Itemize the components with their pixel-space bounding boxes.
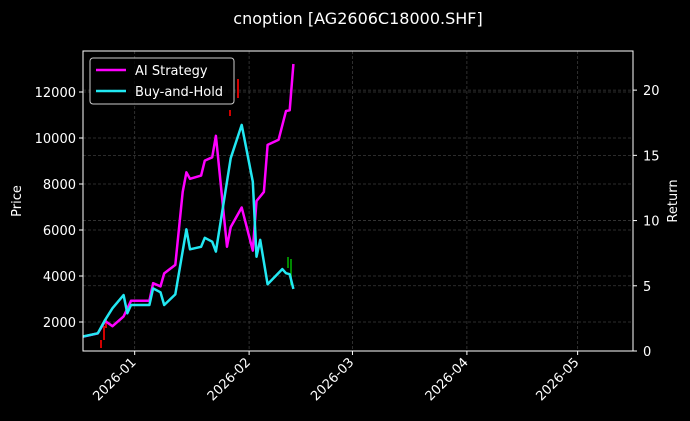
x-tick-label: 2026-05 [533,355,582,404]
y-axis-right-title: Return [666,179,681,222]
x-tick-label: 2026-01 [90,355,139,404]
y-tick-label-right: 5 [643,280,651,295]
x-tick-label: 2026-03 [308,355,357,404]
legend: AI Strategy Buy-and-Hold [89,57,235,105]
y-tick-label-right: 20 [643,84,660,99]
y-tick-label-left: 6000 [43,224,76,239]
y-tick-label-left: 8000 [43,178,76,193]
series-line-buy-and-hold [82,123,295,338]
x-axis: 2026-01 2026-02 2026-03 2026-04 2026-05 [90,351,582,404]
x-tick-label: 2026-02 [205,355,254,404]
chart-title: cnoption [AG2606C18000.SHF] [233,9,482,28]
y-tick-label-right: 0 [643,345,651,360]
series-lines [82,63,295,338]
y-tick-label-right: 15 [643,149,660,164]
y-axis-left: 2000 4000 6000 8000 10000 12000 [35,86,83,331]
y-tick-label-left: 2000 [43,316,76,331]
y-tick-label-left: 10000 [35,132,76,147]
y-axis-right: 0 5 10 15 20 [633,84,660,360]
y-axis-left-title: Price [10,185,25,217]
x-tick-label: 2026-04 [423,355,472,404]
legend-label-ai-strategy: AI Strategy [135,64,208,79]
plot-frame [82,50,634,352]
y-tick-label-right: 10 [643,215,660,230]
y-tick-label-left: 12000 [35,86,76,101]
series-line-ai-strategy [82,63,295,338]
y-tick-label-left: 4000 [43,270,76,285]
legend-label-buy-and-hold: Buy-and-Hold [135,85,223,100]
